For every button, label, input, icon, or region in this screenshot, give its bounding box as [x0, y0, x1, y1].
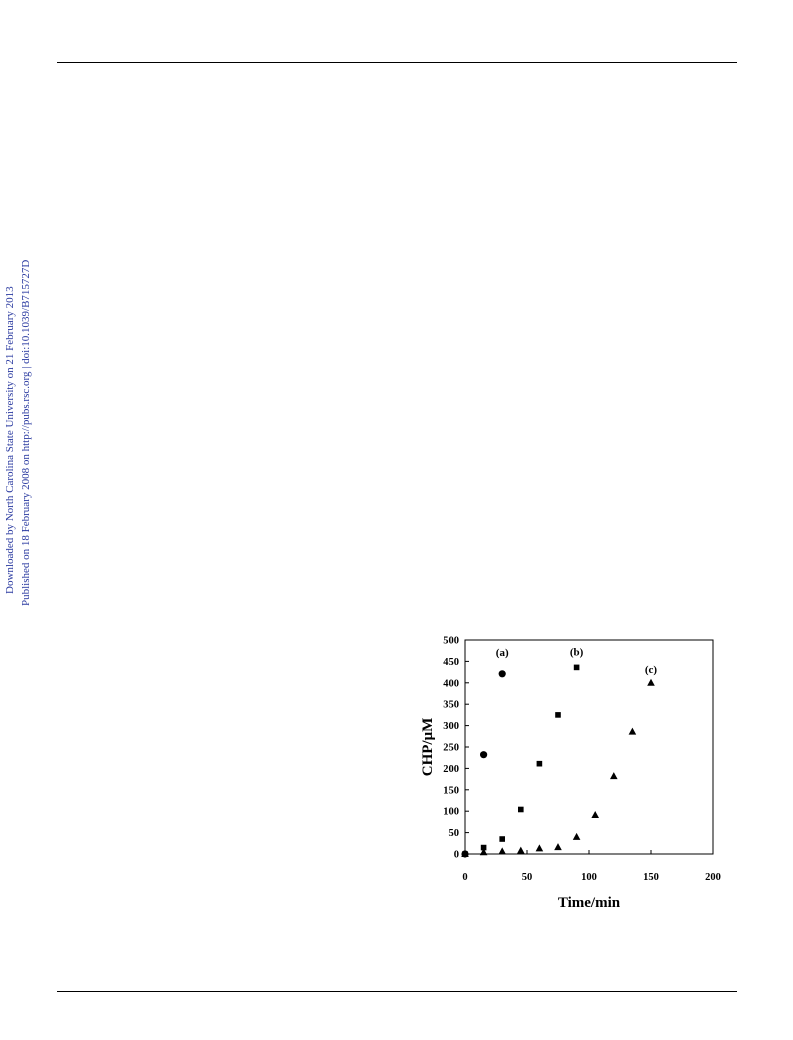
point-triangle: [479, 848, 488, 856]
series-label: (b): [570, 646, 584, 658]
point-triangle: [572, 832, 581, 840]
y-tick-label: 300: [443, 721, 459, 732]
point-triangle: [610, 772, 618, 780]
header-rule: [57, 62, 737, 63]
sidebar-publication-notice: Published on 18 February 2008 on http://…: [20, 259, 32, 606]
y-tick-label: 400: [443, 678, 459, 689]
point-square: [573, 664, 580, 671]
y-tick-label: 350: [443, 700, 459, 711]
point-square: [518, 806, 524, 813]
series-label: (a): [496, 647, 509, 659]
y-tick-label: 100: [443, 807, 459, 818]
point-triangle: [647, 678, 655, 686]
point-triangle: [554, 843, 562, 851]
y-tick-label: 150: [443, 785, 459, 796]
y-axis-label: CHP/μM: [420, 718, 436, 777]
y-tick-label: 50: [449, 828, 460, 839]
point-circle: [480, 751, 488, 759]
footer-rule: [57, 991, 737, 992]
x-tick-label: 100: [581, 872, 597, 883]
point-triangle: [498, 847, 506, 855]
point-triangle: [535, 844, 544, 852]
point-square: [499, 836, 505, 842]
x-tick-label: 200: [705, 872, 721, 883]
series-label: (c): [645, 664, 658, 676]
sidebar-download-notice: Downloaded by North Carolina State Unive…: [4, 286, 16, 594]
point-triangle: [461, 850, 469, 857]
x-tick-label: 50: [522, 872, 533, 883]
y-tick-label: 450: [443, 657, 459, 668]
point-square: [536, 760, 543, 767]
y-tick-label: 250: [443, 743, 459, 754]
y-tick-label: 0: [454, 850, 459, 861]
x-tick-label: 150: [643, 872, 659, 883]
point-triangle: [628, 727, 637, 735]
series-labels: (a) (b) (c): [496, 646, 658, 675]
x-tick-label: 0: [462, 872, 467, 883]
y-tick-label: 200: [443, 764, 459, 775]
point-circle: [498, 670, 506, 678]
point-square: [555, 712, 561, 718]
point-triangle: [591, 811, 599, 819]
chp-time-chart: 0 50 100 150 200 250 300 350 400 450 500 0 50 100 150 2…: [412, 628, 732, 918]
point-triangle: [517, 846, 525, 854]
chart-svg: 0 50 100 150 200 250 300 350 400 450 500 0 50 100 150 2…: [420, 636, 721, 912]
data-points: [461, 664, 655, 858]
axis-ticks: 0 50 100 150 200 250 300 350 400 450 500 0 50 100 150 2…: [443, 636, 721, 884]
point-square: [480, 844, 487, 851]
x-axis-label: Time/min: [558, 895, 621, 911]
y-tick-label: 500: [443, 636, 459, 647]
